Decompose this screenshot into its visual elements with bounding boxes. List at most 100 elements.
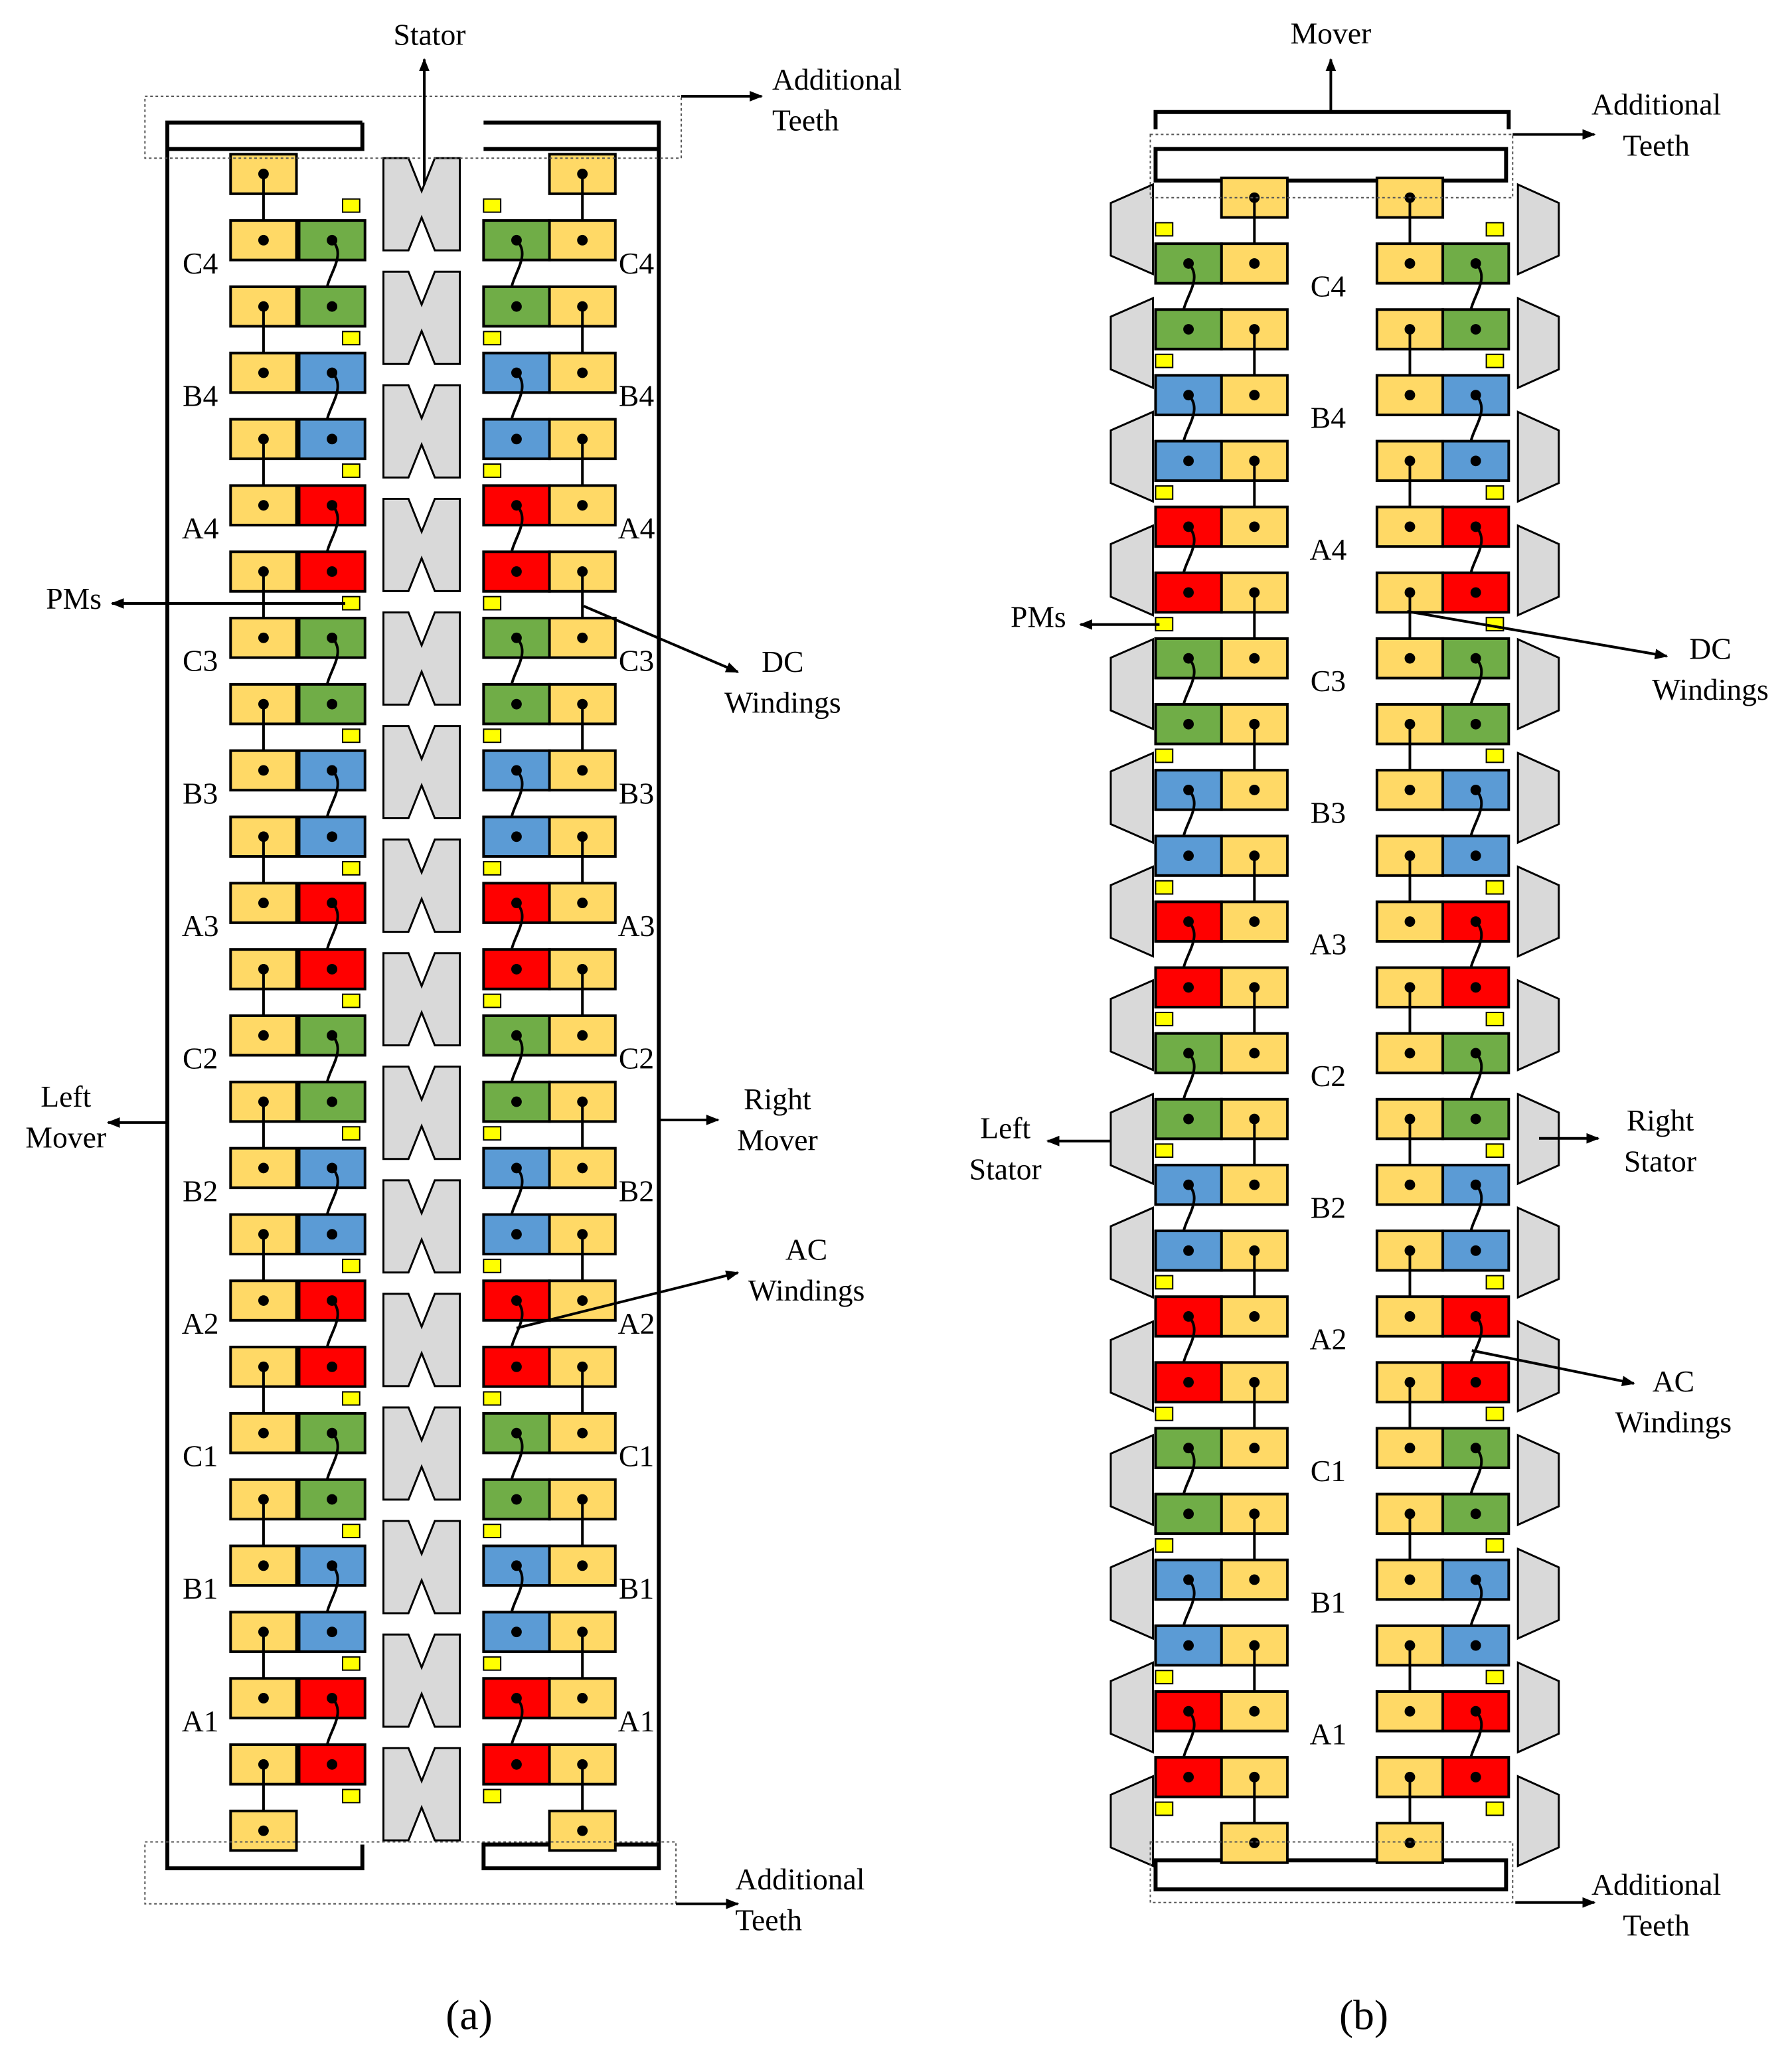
stator-tooth bbox=[382, 725, 461, 819]
pm bbox=[483, 728, 502, 744]
coil-dot bbox=[577, 1427, 588, 1439]
label: A4 bbox=[618, 511, 655, 545]
coil-dot bbox=[1404, 916, 1416, 927]
label: Additional bbox=[1591, 1867, 1721, 1901]
coil-dot bbox=[577, 367, 588, 378]
stator-tooth bbox=[1109, 1320, 1154, 1413]
stator-tooth bbox=[1516, 1661, 1560, 1754]
coil-dot bbox=[1404, 390, 1416, 401]
pm bbox=[341, 331, 361, 346]
label: C2 bbox=[1311, 1059, 1346, 1093]
label: B3 bbox=[183, 776, 218, 810]
label: Right bbox=[1627, 1103, 1694, 1137]
pm bbox=[341, 1524, 361, 1539]
line bbox=[1471, 1349, 1635, 1387]
label: PMs bbox=[46, 582, 102, 615]
coil-dot bbox=[577, 1030, 588, 1041]
stator-tooth bbox=[382, 384, 461, 479]
coil-dot bbox=[1404, 784, 1416, 795]
line bbox=[1407, 609, 1669, 660]
left-mover bbox=[165, 120, 365, 1871]
label: C1 bbox=[1311, 1454, 1346, 1488]
coil-dot bbox=[577, 1825, 588, 1836]
coil bbox=[1441, 1163, 1510, 1206]
coil-dot bbox=[258, 632, 269, 643]
coil-dot bbox=[1183, 455, 1194, 467]
coil-dot bbox=[1404, 1311, 1416, 1322]
coil-dot bbox=[1470, 1508, 1481, 1520]
coil-dot bbox=[1404, 1838, 1416, 1848]
coil-dot bbox=[577, 1693, 588, 1704]
stator-tooth bbox=[1109, 410, 1154, 503]
coil bbox=[1154, 1690, 1223, 1733]
pm bbox=[1485, 880, 1505, 895]
pm bbox=[341, 1258, 361, 1273]
pm bbox=[1485, 1670, 1505, 1685]
pm bbox=[483, 331, 502, 346]
coil bbox=[297, 1544, 367, 1587]
coil-dot bbox=[327, 698, 338, 710]
coil bbox=[297, 1279, 367, 1322]
coil-dot bbox=[258, 1162, 269, 1174]
additional-teeth-box bbox=[144, 95, 683, 159]
pm bbox=[1155, 1670, 1174, 1685]
coil bbox=[297, 550, 367, 593]
coil-dot bbox=[1249, 784, 1260, 795]
coil-dot bbox=[577, 765, 588, 776]
label: C1 bbox=[619, 1439, 654, 1473]
stator-tooth bbox=[1516, 524, 1560, 617]
coil-dot bbox=[327, 434, 338, 445]
label: Windings bbox=[724, 686, 841, 720]
label: Left bbox=[41, 1079, 91, 1113]
coil-dot bbox=[1249, 653, 1260, 664]
pm bbox=[1485, 748, 1505, 763]
pm bbox=[341, 1126, 361, 1141]
label: B3 bbox=[619, 776, 654, 810]
label: (a) bbox=[446, 1991, 492, 2038]
label: AC bbox=[1653, 1364, 1694, 1398]
pm bbox=[483, 1524, 502, 1539]
coil-dot bbox=[511, 434, 522, 445]
coil-dot bbox=[577, 1295, 588, 1306]
coil-dot bbox=[1249, 1574, 1260, 1585]
label: A3 bbox=[1310, 927, 1347, 961]
label: B4 bbox=[183, 378, 218, 412]
stator-tooth bbox=[1109, 1433, 1154, 1527]
coil-dot bbox=[327, 1229, 338, 1240]
label: C4 bbox=[183, 246, 218, 280]
coil bbox=[482, 815, 551, 858]
label: Additional bbox=[772, 62, 902, 96]
coil bbox=[297, 1014, 367, 1057]
coil-dot bbox=[511, 566, 522, 577]
stator-tooth bbox=[1516, 410, 1560, 503]
coil-dot bbox=[258, 234, 269, 246]
stator-tooth bbox=[1109, 1775, 1154, 1867]
shapes bbox=[106, 58, 1669, 1909]
stator-tooth bbox=[382, 1633, 461, 1728]
label: B1 bbox=[619, 1571, 654, 1605]
pm bbox=[483, 1656, 502, 1671]
stator-tooth bbox=[1109, 1547, 1154, 1640]
coil-dot bbox=[258, 765, 269, 776]
stator-tooth bbox=[382, 270, 461, 365]
label: A1 bbox=[182, 1704, 219, 1738]
coil bbox=[297, 1743, 367, 1786]
coil-dot bbox=[577, 500, 588, 511]
coil bbox=[297, 1411, 367, 1455]
mover-yoke bbox=[1153, 1858, 1508, 1891]
stator-tooth bbox=[382, 1406, 461, 1501]
pm bbox=[1485, 353, 1505, 368]
coil-dot bbox=[1404, 1574, 1416, 1585]
coil-dot bbox=[511, 1759, 522, 1770]
coil-dot bbox=[327, 301, 338, 312]
label: A2 bbox=[618, 1307, 655, 1340]
label: C4 bbox=[619, 246, 654, 280]
label: Additional bbox=[735, 1862, 864, 1896]
coil-dot bbox=[1183, 1771, 1194, 1783]
coil-dot bbox=[258, 1427, 269, 1439]
pm bbox=[1485, 1143, 1505, 1158]
label: B4 bbox=[619, 378, 654, 412]
stator-tooth bbox=[1516, 183, 1560, 276]
pm bbox=[483, 463, 502, 478]
